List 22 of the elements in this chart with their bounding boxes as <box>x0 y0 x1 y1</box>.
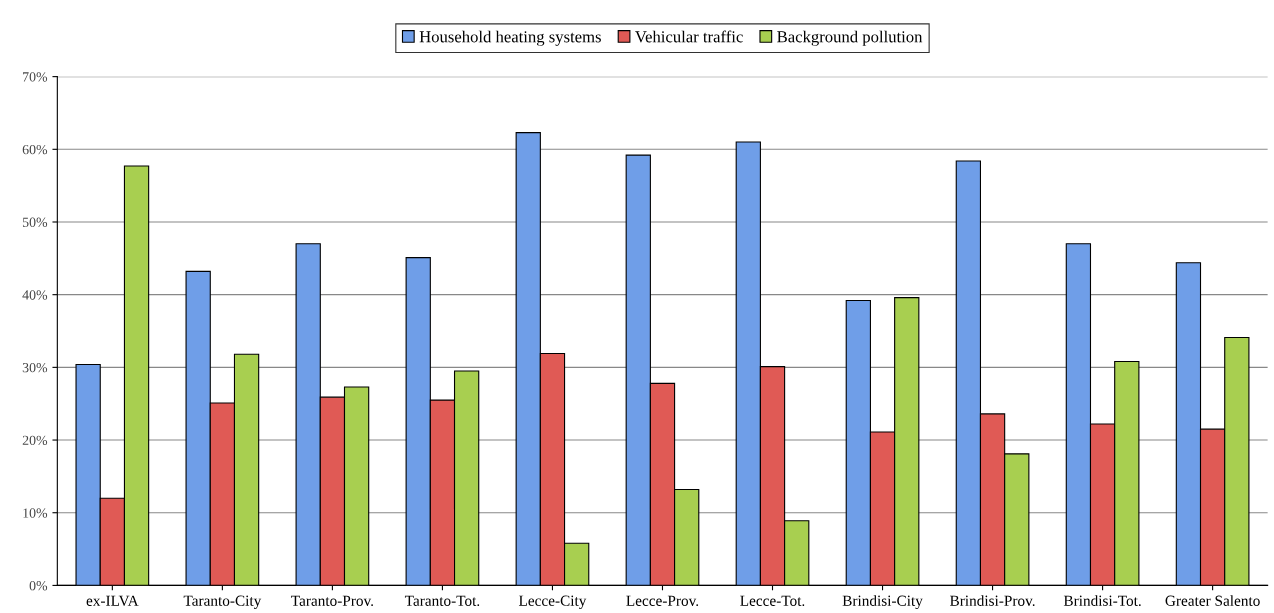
x-tick-label: Greater Salento <box>1165 595 1260 606</box>
y-tick-label: 70% <box>23 72 48 82</box>
legend-label: Household heating systems <box>419 30 601 46</box>
y-tick-label: 10% <box>23 508 48 518</box>
x-tick-label: Taranto-City <box>183 595 262 609</box>
x-tick-label: Lecce-Prov. <box>626 595 699 606</box>
y-tick-label: 20% <box>22 435 48 446</box>
y-tick-label: 50% <box>22 217 48 227</box>
legend-label: Vehicular traffic <box>635 30 743 43</box>
x-tick-label: Taranto-Tot. <box>404 595 480 606</box>
x-tick-label: Brindisi-City <box>842 595 923 610</box>
y-tick-label: 0% <box>29 581 48 591</box>
x-tick-label: Brindisi-Tot. <box>1063 595 1141 606</box>
y-tick-label: 40% <box>22 290 48 300</box>
x-tick-label: ex-ILVA <box>86 595 139 606</box>
x-tick-label: Taranto-Prov. <box>291 595 373 606</box>
x-tick-label: Brindisi-Prov. <box>950 595 1035 606</box>
legend-label: Background pollution <box>777 30 923 46</box>
y-tick-label: 30% <box>22 362 48 373</box>
x-tick-label: Lecce-City <box>518 595 587 609</box>
y-tick-label: 60% <box>22 144 48 155</box>
x-tick-label: Lecce-Tot. <box>740 595 805 606</box>
